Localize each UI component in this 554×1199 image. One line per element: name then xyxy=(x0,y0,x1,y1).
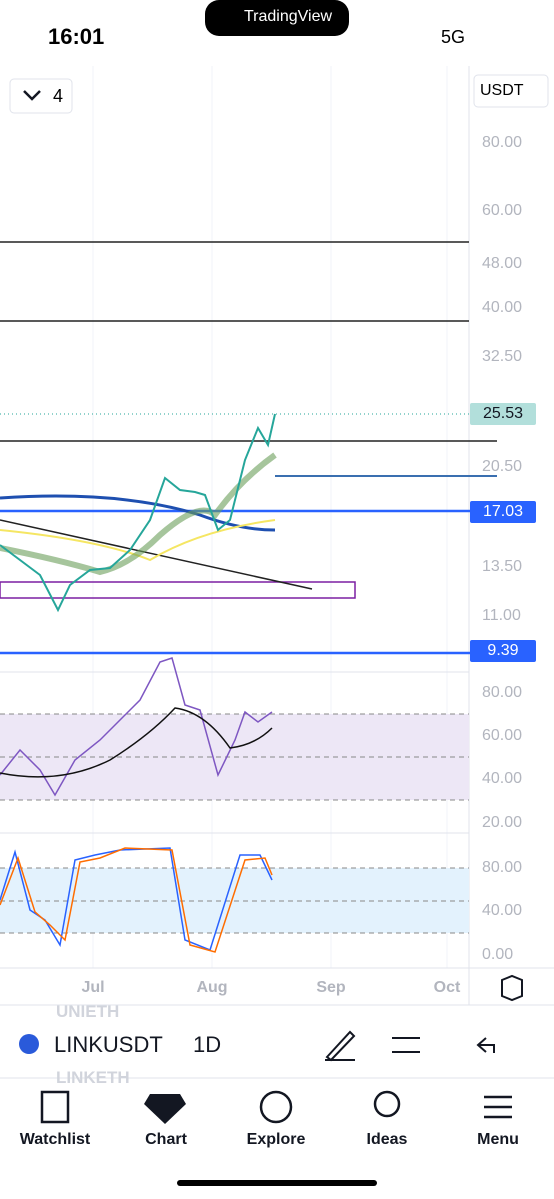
chart-icon[interactable] xyxy=(144,1094,186,1124)
top-badge: TradingView xyxy=(244,8,333,25)
stoch-levels xyxy=(0,867,469,934)
interval[interactable]: 1D xyxy=(193,1032,222,1057)
home-indicator xyxy=(177,1180,377,1186)
price-axis-label: 11.00 xyxy=(482,607,521,624)
interval-button[interactable] xyxy=(9,78,73,114)
nav-tab[interactable]: Watchlist xyxy=(19,1131,91,1148)
ribbon xyxy=(0,452,277,576)
explore-icon[interactable] xyxy=(259,1090,293,1124)
menu-icon[interactable] xyxy=(484,1095,512,1119)
grid xyxy=(92,66,448,968)
nav-tab[interactable]: Ideas xyxy=(366,1131,408,1148)
undo-icon[interactable] xyxy=(476,1037,495,1053)
price-tag: 25.53 xyxy=(470,403,536,425)
status-network: 5G xyxy=(441,27,466,47)
ma-line xyxy=(0,519,276,562)
zone-box xyxy=(0,581,356,599)
time-axis-label: Jul xyxy=(81,979,105,996)
stoch-axis-label: 80.00 xyxy=(482,859,523,876)
rsi-axis-label: 60.00 xyxy=(482,727,523,744)
rsi-ma xyxy=(0,707,273,778)
price-tag: 9.39 xyxy=(470,640,536,662)
nav-tab[interactable]: Menu xyxy=(477,1131,519,1148)
status-time: 16:01 xyxy=(48,24,105,49)
price-path xyxy=(0,413,276,613)
time-axis-label: Oct xyxy=(433,979,461,996)
price-axis-label: 13.50 xyxy=(482,558,523,575)
ma-line xyxy=(0,494,276,532)
nav-tab[interactable]: Chart xyxy=(145,1131,187,1148)
price-axis-label: 20.50 xyxy=(482,458,523,475)
price-axis-label: 40.00 xyxy=(482,299,523,316)
ideas-icon[interactable] xyxy=(373,1090,401,1118)
currency[interactable]: USDT xyxy=(480,82,524,99)
price-tag: 17.03 xyxy=(470,501,536,523)
stoch-d xyxy=(0,847,273,953)
interval-count[interactable]: 4 xyxy=(53,86,64,106)
chevron xyxy=(23,90,41,101)
rsi-axis-label: 40.00 xyxy=(482,770,523,787)
time-axis-label: Aug xyxy=(196,979,228,996)
currency-button[interactable] xyxy=(473,74,549,108)
stoch-axis-label: 0.00 xyxy=(482,946,514,963)
price-axis-label: 80.00 xyxy=(482,134,523,151)
rsi-line xyxy=(0,657,273,797)
settings-icon[interactable] xyxy=(501,974,523,1002)
price-axis-label: 48.00 xyxy=(482,255,523,272)
price-axis-label: 32.50 xyxy=(482,348,523,365)
coin-icon xyxy=(19,1034,39,1054)
trendline xyxy=(0,519,313,590)
nav-tab[interactable]: Explore xyxy=(246,1131,306,1148)
rsi-axis-label: 20.00 xyxy=(482,814,523,831)
price-axis-label: 60.00 xyxy=(482,202,523,219)
ghost-symbol: UNIETH xyxy=(56,1002,120,1021)
ghost-symbol: LINKETH xyxy=(56,1068,130,1087)
watchlist-icon[interactable] xyxy=(40,1090,70,1124)
time-axis-label: Sep xyxy=(316,979,346,996)
indicator-icon[interactable] xyxy=(392,1037,420,1053)
draw-icon[interactable] xyxy=(325,1030,356,1062)
stoch-axis-label: 40.00 xyxy=(482,902,523,919)
rsi-levels xyxy=(0,713,469,801)
island xyxy=(205,0,349,36)
rsi-axis-label: 80.00 xyxy=(482,684,523,701)
stoch-k xyxy=(0,847,273,951)
symbol[interactable]: LINKUSDT xyxy=(54,1032,163,1057)
